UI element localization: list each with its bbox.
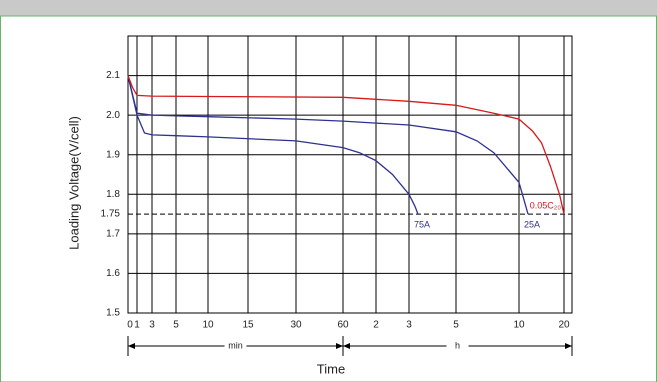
x-tick-label: 10 [513,320,525,331]
header-bar [0,0,657,16]
series-line [127,75,419,215]
series-line [127,75,529,215]
x-tick-label: 1 [134,320,140,331]
series-label: 0.05C₂₀ [530,200,562,210]
x-axis-label: Time [317,361,345,376]
series-line [127,75,565,215]
y-tick-label: 1.75 [101,209,121,220]
x-tick-label: 60 [337,320,349,331]
range-label-bg [224,340,247,352]
y-tick-label: 1.6 [106,268,120,279]
range-label-bg [446,340,469,352]
y-tick-label: 1.9 [106,149,120,160]
x-tick-label: 3 [149,320,155,331]
range-label: min [228,340,243,350]
y-axis-label: Loading Voltage(V/cell) [66,116,81,250]
series-label: 25A [524,219,540,229]
x-tick-label: 2 [373,320,379,331]
x-tick-label: 10 [202,320,214,331]
panel-border [0,15,657,382]
x-tick-label: 20 [558,320,570,331]
y-tick-label: 1.8 [106,189,120,200]
x-tick-label: 15 [242,320,254,331]
x-tick-label: 3 [406,320,412,331]
x-tick-label: 30 [290,320,302,331]
y-tick-label: 1.5 [106,308,120,319]
range-label: h [455,340,460,350]
series-label: 75A [414,219,430,229]
y-tick-label: 2.0 [106,110,120,121]
y-tick-label: 2.1 [106,70,120,81]
x-tick-label: 5 [453,320,459,331]
x-tick-label: 5 [173,320,179,331]
x-tick-label: 0 [127,320,133,331]
y-tick-label: 1.7 [106,228,120,239]
